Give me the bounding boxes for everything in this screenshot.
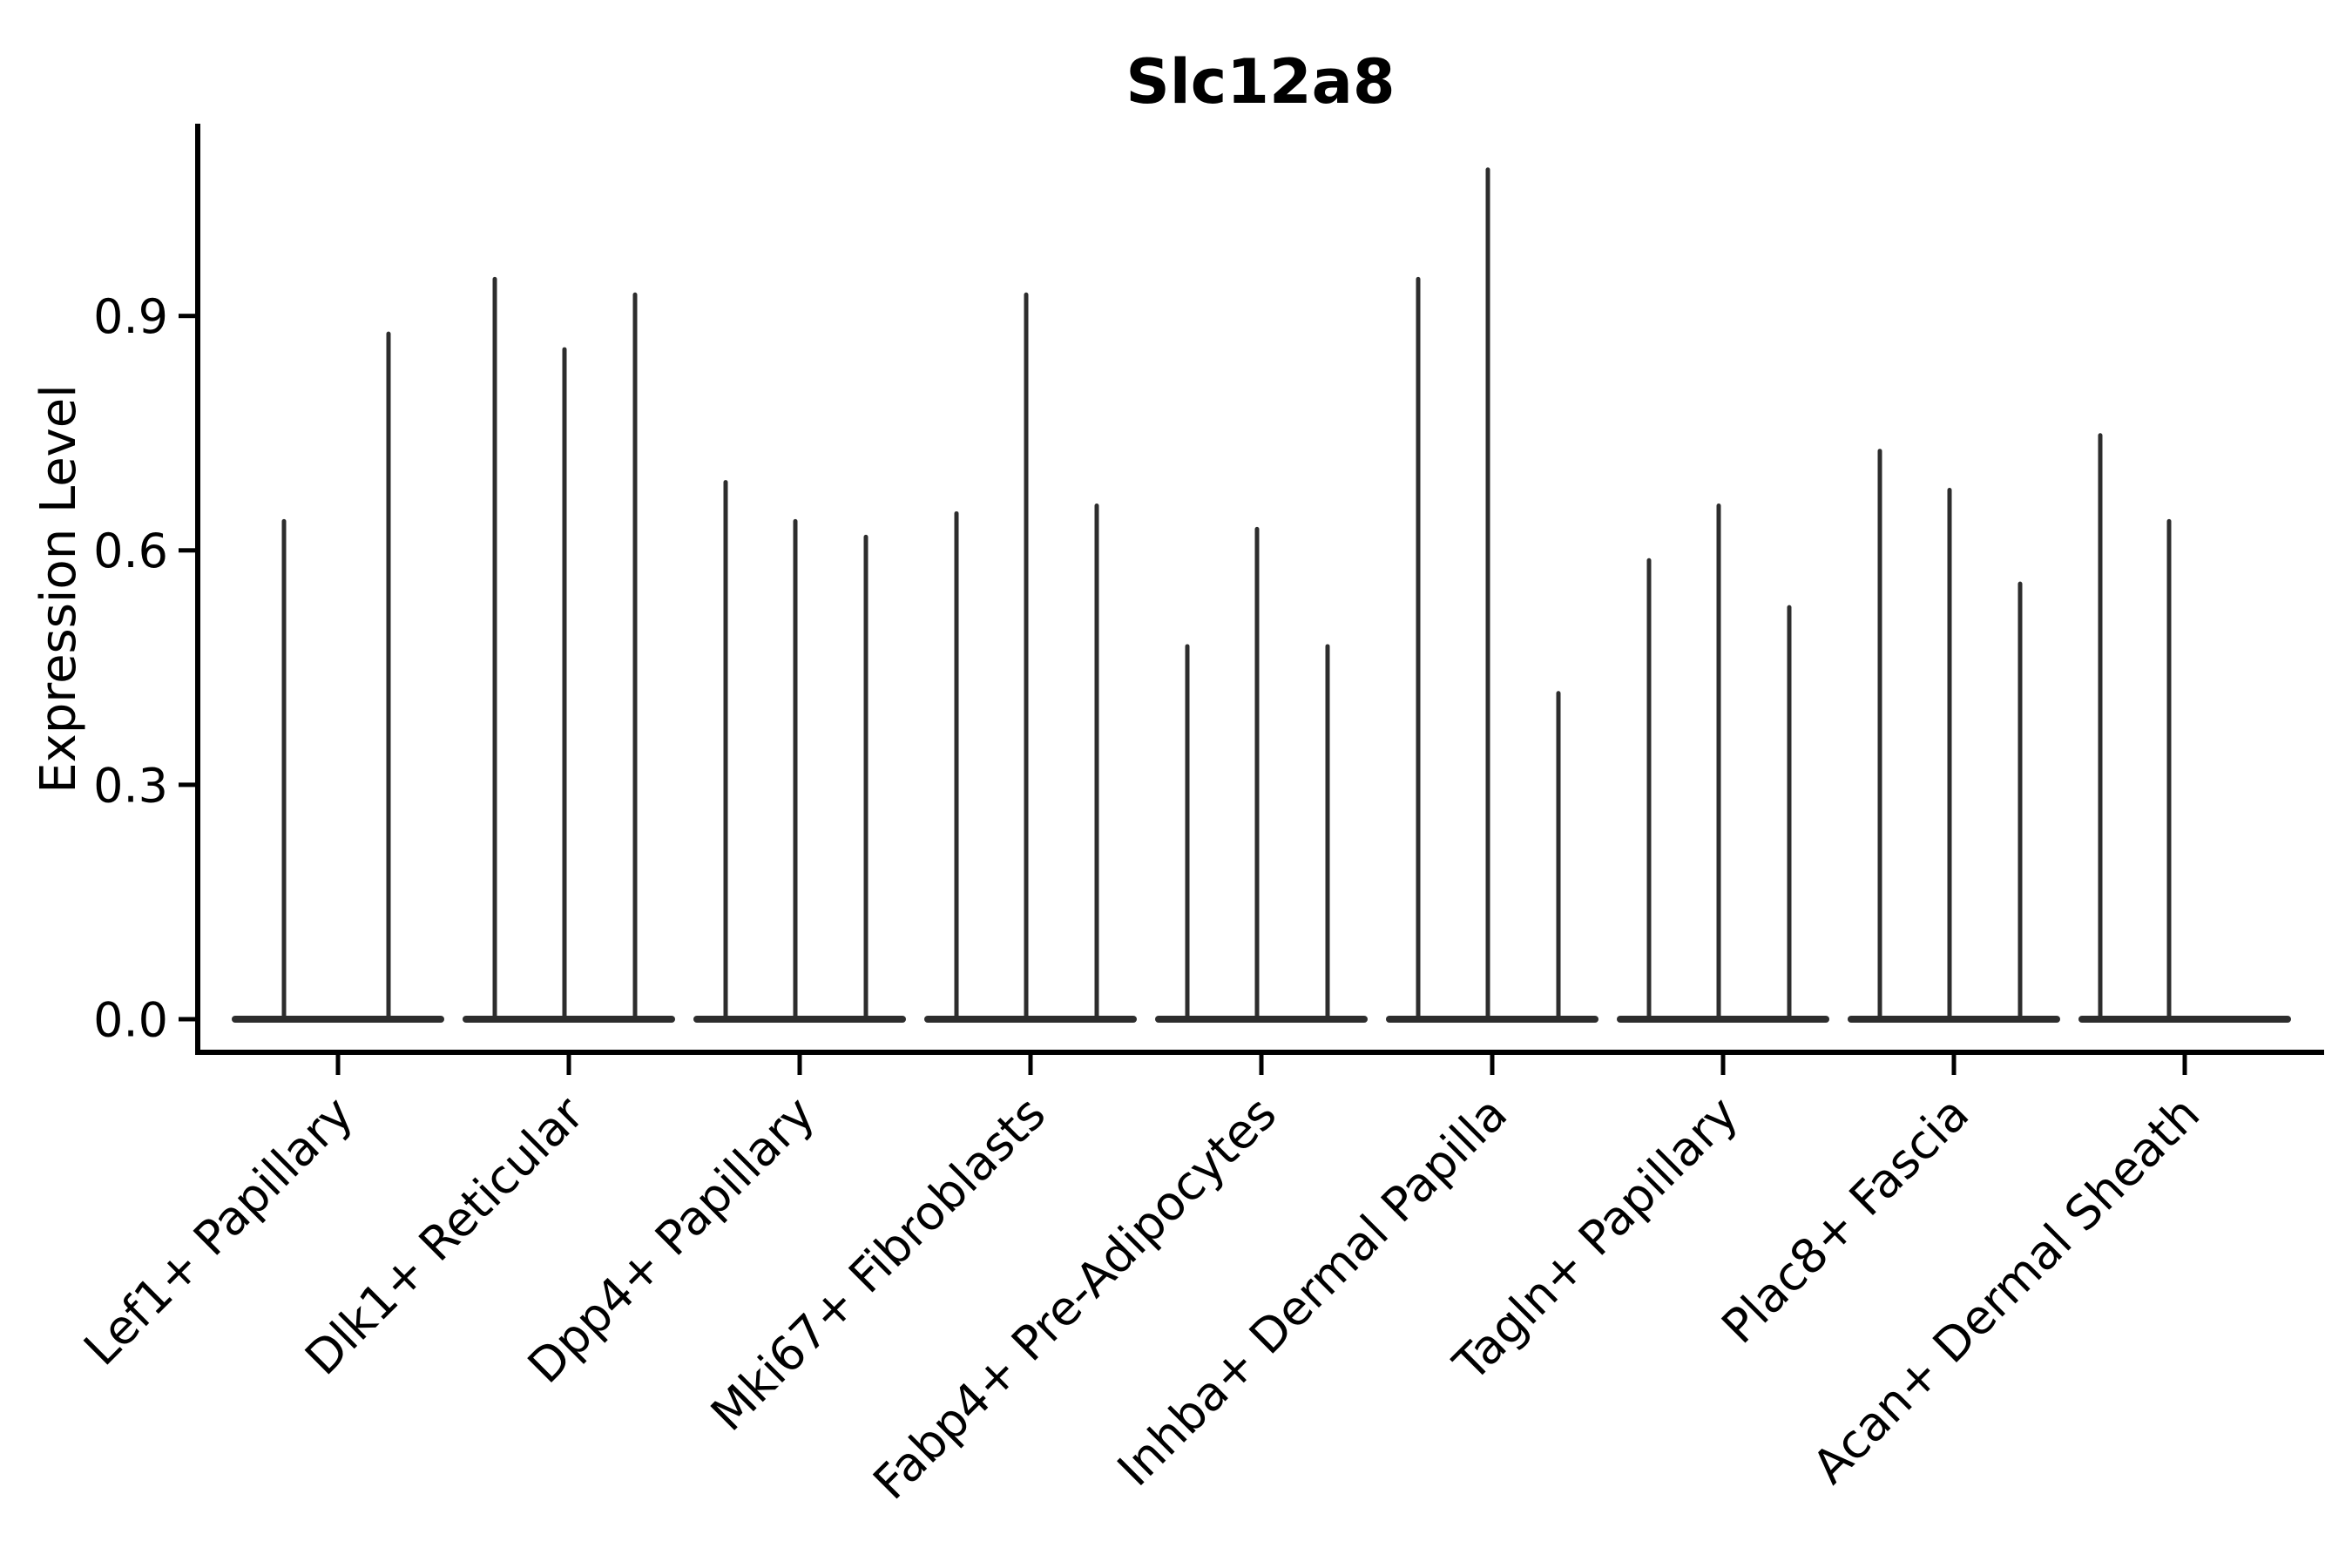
y-tick-mark <box>179 1017 198 1022</box>
x-tick-mark <box>335 1052 341 1075</box>
violin-spike <box>1325 644 1330 1019</box>
violin-spike <box>562 347 567 1020</box>
y-ticks: 0.0 0.3 0.6 0.9 <box>93 289 198 1047</box>
violin-base <box>1617 1016 1829 1023</box>
y-tick-label: 0.6 <box>93 524 168 578</box>
y-tick-mark <box>179 782 198 787</box>
x-tick-mark <box>1720 1052 1726 1075</box>
violin-base <box>232 1016 444 1023</box>
violin-base <box>693 1016 906 1023</box>
violin-spike <box>1646 558 1652 1019</box>
violin-spike <box>281 518 287 1019</box>
violin-spike <box>386 331 391 1019</box>
violin-base <box>2078 1016 2291 1023</box>
x-tick-mark <box>2182 1052 2187 1075</box>
x-tick-mark <box>1028 1052 1033 1075</box>
violin-spike <box>1094 503 1099 1019</box>
violin-spike <box>1254 526 1260 1019</box>
violins <box>232 167 2291 1023</box>
x-tick-label: Fabp4+ Pre-Adipocytes <box>862 1086 1287 1511</box>
violin-spike <box>2098 433 2103 1019</box>
y-tick-label: 0.0 <box>93 992 168 1047</box>
violin-spike <box>632 292 638 1019</box>
x-tick-label: Plac8+ Fascia <box>1711 1086 1979 1355</box>
y-tick-label: 0.9 <box>93 289 168 344</box>
x-tick-label: Inhba+ Dermal Papilla <box>1107 1086 1517 1497</box>
violin-base <box>1848 1016 2060 1023</box>
violin-spike <box>723 480 728 1019</box>
y-axis-spine <box>195 124 200 1055</box>
y-tick-label: 0.3 <box>93 758 168 813</box>
violin-base <box>463 1016 675 1023</box>
violin-spike <box>1716 503 1721 1019</box>
violin-spike <box>1947 488 1952 1019</box>
x-tick-label: Acan+ Dermal Sheath <box>1802 1086 2210 1494</box>
y-axis-label: Expression Level <box>30 384 87 794</box>
violin-spike <box>1485 167 1490 1019</box>
x-tick-mark <box>566 1052 571 1075</box>
violin-base <box>1386 1016 1598 1023</box>
violin-spike <box>863 534 868 1019</box>
violin-spike <box>2017 581 2023 1019</box>
violin-base <box>924 1016 1137 1023</box>
axes-spines <box>195 124 2324 1055</box>
y-tick-mark <box>179 548 198 553</box>
x-tick-mark <box>797 1052 802 1075</box>
violin-spike <box>1787 605 1792 1019</box>
violin-spike <box>1556 691 1561 1019</box>
violin-spike <box>1416 276 1421 1020</box>
violin-spike <box>793 518 798 1019</box>
x-tick-mark <box>1259 1052 1264 1075</box>
violin-spike <box>1185 644 1190 1019</box>
violin-spike <box>492 276 497 1020</box>
chart-title: Slc12a8 <box>1125 46 1395 118</box>
violin-spike <box>954 510 959 1019</box>
x-tick-mark <box>1951 1052 1957 1075</box>
violin-spike <box>2166 518 2172 1019</box>
violin-spike <box>1877 449 1882 1019</box>
violin-base <box>1155 1016 1368 1023</box>
y-tick-mark <box>179 314 198 319</box>
violin-spike <box>1024 292 1029 1019</box>
x-tick-mark <box>1490 1052 1495 1075</box>
